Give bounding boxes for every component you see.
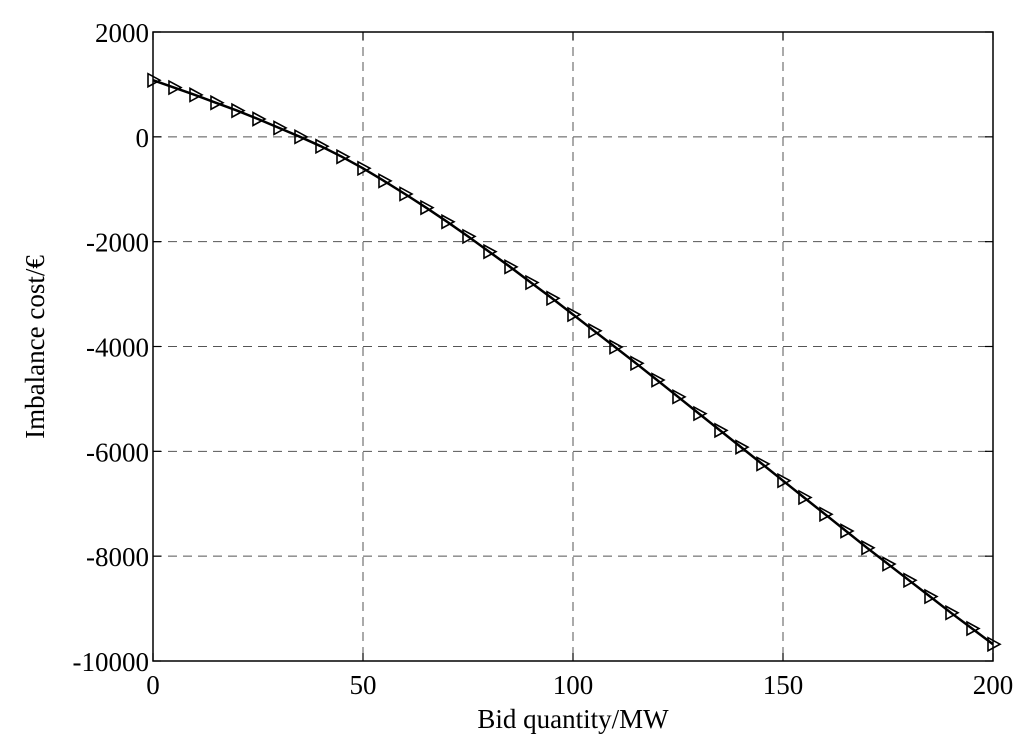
x-tick-label: 100 — [553, 670, 594, 700]
data-point — [903, 572, 918, 589]
x-tick-label: 50 — [350, 670, 377, 700]
data-point — [252, 111, 267, 127]
y-tick-label: -2000 — [86, 228, 149, 258]
data-point — [609, 339, 624, 355]
data-point — [651, 372, 666, 388]
data-point — [924, 588, 939, 605]
data-point — [399, 186, 414, 202]
y-axis-label: Imbalance cost/€ — [20, 255, 50, 439]
data-point — [315, 138, 330, 155]
data-point — [504, 258, 519, 275]
data-point — [945, 604, 960, 621]
data-point — [420, 199, 435, 216]
data-point — [588, 322, 603, 339]
x-tick-label: 0 — [146, 670, 160, 700]
data-point — [546, 290, 561, 307]
data-point — [189, 87, 204, 103]
data-point — [483, 243, 498, 260]
data-point — [210, 94, 225, 111]
data-point — [756, 456, 771, 472]
y-tick-labels: -10000 -8000 -6000 -4000 -2000 0 2000 — [73, 18, 150, 677]
axis-ticks — [152, 31, 994, 662]
data-point — [630, 355, 645, 372]
grid — [153, 32, 993, 661]
x-tick-labels: 0 50 100 150 200 — [146, 670, 1013, 700]
data-point — [987, 636, 1002, 653]
data-point — [525, 274, 540, 291]
data-point — [714, 422, 729, 439]
y-tick-label: -4000 — [86, 333, 149, 363]
data-point — [840, 523, 855, 539]
data-point — [966, 620, 981, 637]
y-tick-label: 2000 — [95, 18, 149, 48]
data-point — [462, 228, 477, 245]
data-point — [336, 148, 351, 165]
data-point — [735, 439, 750, 455]
y-tick-label: -6000 — [86, 437, 149, 467]
data-point — [273, 120, 288, 136]
data-point — [294, 128, 309, 145]
data-point — [168, 79, 183, 96]
y-tick-label: 0 — [136, 123, 150, 153]
data-point — [147, 72, 162, 89]
data-point — [819, 506, 834, 523]
data-point — [672, 388, 687, 405]
data-point — [861, 539, 876, 556]
x-tick-label: 150 — [763, 670, 804, 700]
data-point — [777, 472, 792, 489]
data-point — [378, 173, 393, 189]
x-axis-label: Bid quantity/MW — [477, 704, 669, 734]
series-line — [152, 79, 994, 646]
data-point — [441, 213, 456, 230]
data-point — [693, 405, 708, 422]
data-point — [798, 489, 813, 506]
y-tick-label: -10000 — [73, 647, 150, 677]
series-markers — [147, 72, 1002, 653]
data-point — [357, 160, 372, 177]
data-point — [882, 556, 897, 572]
data-point — [567, 306, 582, 323]
data-point — [231, 102, 246, 119]
x-tick-label: 200 — [973, 670, 1014, 700]
y-tick-label: -8000 — [86, 542, 149, 572]
